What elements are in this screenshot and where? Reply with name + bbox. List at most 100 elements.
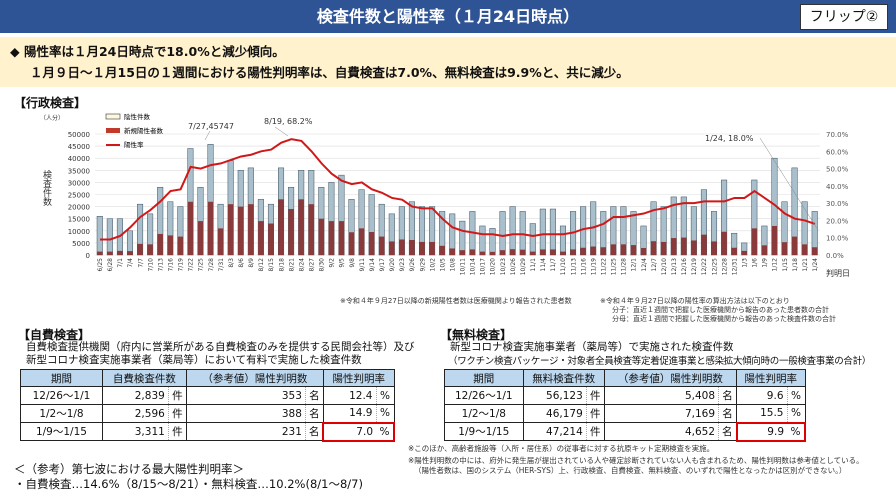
summary-box: ◆ 陽性率は１月24日時点で18.0%と減少傾向。 １月９日～１月15日の１週間… [0,37,896,87]
reference-line-1: ＜（参考）第七波における最大陽性判明率＞ [14,462,244,476]
table-cell: 353 [185,386,306,405]
legend-positive: 新規陽性者数 [124,126,164,135]
x-tick-label: 12/10 [661,258,668,275]
positive-count-bar [328,221,335,255]
x-tick-label: 1/15 [782,258,789,272]
annotation-latest-rate: 1/24, 18.0% [705,134,754,143]
x-tick-label: 1/12 [772,258,779,272]
test-count-bar [519,211,526,256]
y-tick-label: 20000 [68,204,90,212]
x-tick-label: 9/5 [339,258,346,268]
annotation-leader [204,130,211,141]
test-count-bar [499,211,506,256]
table-cell: 1/2～1/8 [444,404,524,423]
positive-count-bar [741,250,747,255]
x-tick-label: 1/24 [812,258,819,272]
positive-count-bar [751,228,758,255]
positive-count-bar [801,244,808,255]
x-tick-label: 9/23 [399,258,406,272]
positive-count-bar [308,204,315,255]
positive-count-bar [711,241,717,255]
x-tick-label: 9/11 [359,258,366,272]
x-tick-label: 11/10 [560,258,567,275]
x-tick-label: 10/20 [490,258,497,275]
x-tick-label: 8/30 [319,258,326,272]
table-header: 期間 無料検査件数 （参考値）陽性判明数 陽性判明率 [444,369,806,387]
positive-count-bar [620,244,627,255]
table-cell: 件 [167,386,187,405]
y-tick-label: 35000 [68,167,90,175]
positive-count-bar [459,250,466,255]
legend-swatch-negative [105,113,121,120]
x-tick-label: 10/5 [439,258,446,272]
x-tick-label: 8/12 [258,258,265,272]
x-tick-label: 12/22 [701,258,708,275]
legend-negative: 陰性件数 [124,112,151,121]
x-tick-label: 1/9 [762,258,769,268]
legend-rate: 陽性率 [124,140,144,149]
x-tick-label: 12/16 [681,258,688,275]
x-tick-label: 7/22 [188,258,195,272]
x-tick-label: 9/26 [409,258,416,272]
positive-count-bar [479,251,486,255]
positive-count-bar [268,223,274,255]
table-row: 1/9～1/15 3,311 件 231 名 7.0% [20,421,395,442]
positive-count-bar [378,236,385,255]
x-tick-label: 9/29 [419,258,426,272]
column-header: 期間 [444,369,524,387]
table-row: 1/9～1/15 47,214 件 4,652 名 9.9% [444,421,806,442]
test-count-bar [509,206,516,256]
positive-count-bar [600,247,607,255]
x-tick-label: 8/24 [298,258,305,272]
x-tick-label: 8/15 [268,258,275,272]
table-cell: 件 [585,422,605,441]
x-tick-label: 10/23 [500,258,507,275]
jihi-desc-1: 自費検査提供機関（府内に営業所がある自費検査のみを提供する民間会社等）及び [26,341,415,353]
x-tick-label: 7/1 [117,258,124,268]
positive-count-bar [721,231,727,255]
positive-count-bar [811,247,818,255]
table-cell: 46,179 [522,404,587,423]
positive-count-bar [449,248,455,255]
table-row: 1/2～1/8 46,179 件 7,169 名 15.5% [444,404,806,423]
positive-count-bar [207,201,214,255]
positive-count-bar [499,250,506,255]
muryo-desc-1: 新型コロナ検査実施事業者（薬局等）で実施された検査件数 [450,341,734,353]
positive-count-bar [560,251,566,255]
table-cell: 件 [167,422,187,441]
positive-count-bar [358,228,365,255]
muryo-note-1: ※このほか、高齢者施設等（入所・居住系）の従事者に対する抗原キット定期検査を実施… [408,444,715,453]
x-tick-label: 6/28 [107,258,114,272]
y-tick-label: 10000 [68,228,90,236]
table-cell: 47,214 [522,422,587,441]
table-cell: 12.4 [322,386,376,405]
positive-count-bar [177,236,184,255]
y2-tick-label: 10.0% [826,235,849,243]
x-tick-label: 12/28 [721,258,728,275]
x-tick-label: 8/27 [308,258,315,272]
table-cell: 9.6 [736,386,787,405]
table-cell: 2,839 [101,386,169,405]
positive-count-bar [348,232,355,255]
summary-line-1: ◆ 陽性率は１月24日時点で18.0%と減少傾向。 [10,44,285,59]
jihi-table: 期間 自費検査件数 （参考値）陽性判明数 陽性判明率 12/26～1/1 2,839 件 35… [20,369,395,442]
y-tick-label: 40000 [68,155,90,163]
positive-count-bar [519,249,526,255]
column-header: （参考値）陽性判明数 [603,369,738,387]
table-cell: 9.9 [735,421,787,442]
positive-count-bar [731,247,737,255]
positive-count-bar [469,249,476,255]
x-axis-label: 判明日 [826,268,850,278]
table-cell: 56,123 [522,386,587,405]
x-tick-label: 12/13 [671,258,678,275]
positive-count-bar [630,245,637,255]
test-count-bar [559,225,566,256]
table-cell: % [376,421,395,442]
positivity-rate-line [100,138,816,241]
jihi-title: 【自費検査】 [18,328,91,342]
table-cell: 2,596 [101,404,169,423]
x-tick-label: 7/7 [137,258,144,268]
x-tick-label: 11/16 [580,258,587,275]
table-row: 1/2～1/8 2,596 件 388 名 14.9% [20,404,395,423]
table-cell: 3,311 [101,422,169,441]
